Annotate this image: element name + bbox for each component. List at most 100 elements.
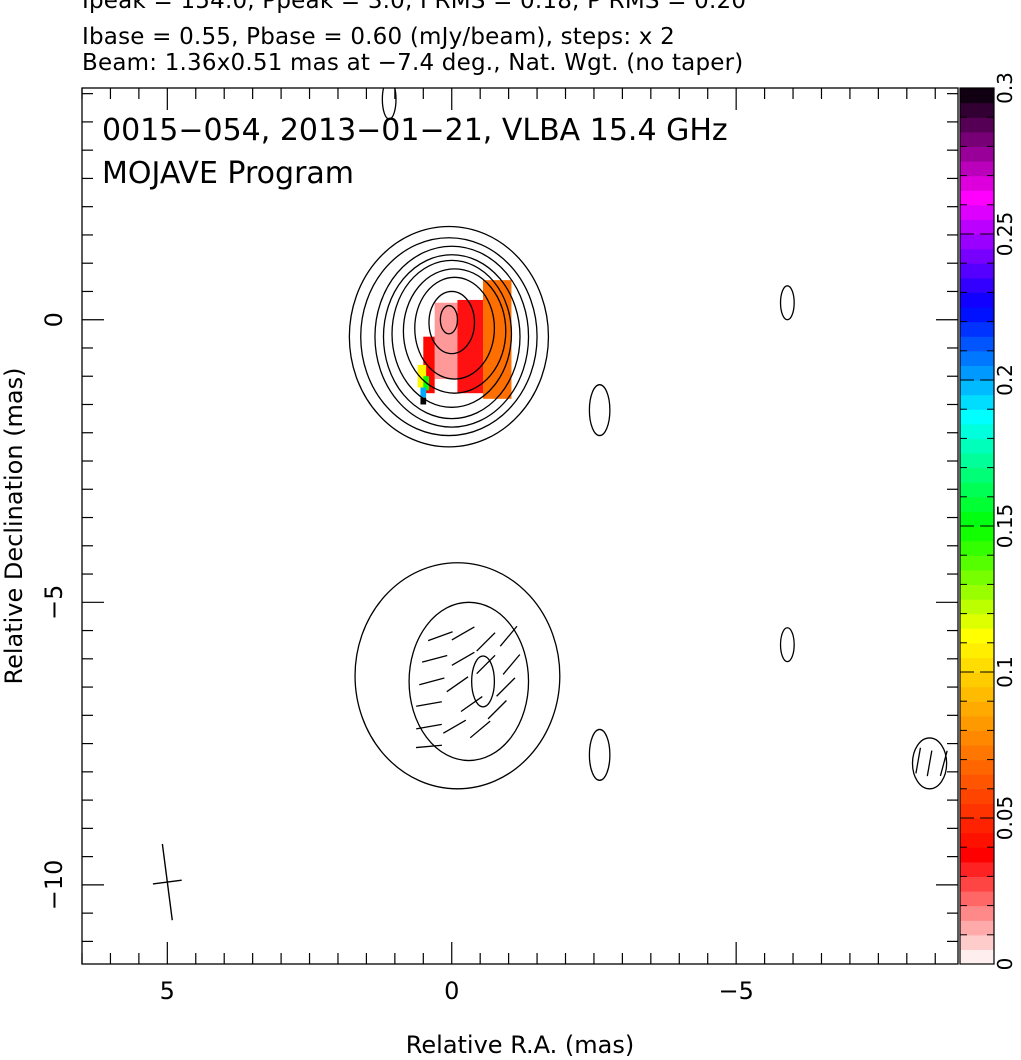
noise-contour: [779, 285, 795, 321]
colorbar-segment: [960, 832, 994, 848]
evpa-vector: [451, 651, 475, 666]
colorbar-segment: [960, 934, 994, 950]
evpa-vector: [476, 654, 496, 675]
colorbar-segment: [960, 131, 994, 147]
colorbar-segment: [960, 380, 994, 396]
noise-contour: [381, 88, 397, 120]
evpa-vector: [939, 750, 948, 777]
noise-contour: [779, 627, 795, 663]
x-tick-label: 5: [160, 977, 175, 1005]
colorbar-tick-label: 0.15: [993, 504, 1017, 549]
colorbar-segment: [960, 730, 994, 746]
colorbar-segment: [960, 584, 994, 600]
colorbar-segment: [960, 672, 994, 688]
colorbar-tick-label: 0: [993, 958, 1017, 971]
colorbar-segment: [960, 453, 994, 469]
evpa-vector: [443, 719, 467, 734]
evpa-vector: [915, 747, 922, 774]
colorbar-segment: [960, 496, 994, 512]
colorbar-tick-label: 0.1: [993, 656, 1017, 688]
colorbar-segment: [960, 234, 994, 250]
evpa-vector: [926, 750, 933, 777]
evpa-vector: [476, 632, 496, 652]
colorbar-segment: [960, 745, 994, 761]
colorbar-segment: [960, 277, 994, 293]
noise-contour: [911, 737, 948, 790]
beam-marker: [152, 843, 182, 921]
colorbar-tick-label: 0.3: [993, 72, 1017, 104]
colorbar-segment: [960, 409, 994, 425]
colorbar-segment: [960, 686, 994, 702]
colorbar-segment: [960, 190, 994, 206]
colorbar-segment: [960, 336, 994, 352]
pol-pixel-block: [457, 299, 484, 394]
evpa-vector: [427, 631, 453, 642]
evpa-vector: [421, 654, 448, 663]
core-contour: [402, 268, 507, 394]
colorbar-segment: [960, 161, 994, 177]
evpa-vector: [416, 723, 442, 730]
colorbar-segment: [960, 117, 994, 133]
jet-contour: [354, 562, 561, 790]
evpa-vector: [446, 676, 469, 693]
colorbar-segment: [960, 526, 994, 542]
colorbar-segment: [960, 803, 994, 819]
colorbar-segment: [960, 88, 994, 104]
core-contour: [428, 290, 476, 355]
beam-minor-axis: [152, 879, 182, 885]
colorbar-segment: [960, 321, 994, 337]
x-tick-label: −5: [718, 977, 753, 1005]
noise-contour: [588, 384, 611, 437]
y-tick-label: −5: [40, 585, 68, 620]
core-contour: [382, 254, 521, 420]
colorbar: 0 0.05 0.1 0.15 0.2 0.25 0.3: [959, 72, 1017, 971]
evpa-vector: [502, 654, 521, 675]
pol-pixel-block: [423, 336, 435, 394]
core-contour: [360, 237, 538, 437]
colorbar-segment: [960, 599, 994, 615]
colorbar-segment: [960, 759, 994, 775]
plot-subtitle: MOJAVE Program: [102, 156, 354, 191]
colorbar-segment: [960, 657, 994, 673]
noise-contour: [588, 728, 611, 781]
colorbar-tick-label: 0.05: [993, 796, 1017, 841]
colorbar-segment: [960, 569, 994, 585]
x-tick-label: 0: [444, 977, 459, 1005]
colorbar-segment: [960, 511, 994, 527]
colorbar-segment: [960, 642, 994, 658]
header-line-1: Ipeak = 154.0, Ppeak = 3.0, I RMS = 0.18…: [82, 0, 747, 14]
colorbar-segment: [960, 905, 994, 921]
core-contour: [439, 304, 459, 335]
plot-title: 0015−054, 2013−01−21, VLBA 15.4 GHz: [102, 113, 728, 148]
pol-pixel-block: [417, 364, 427, 388]
pol-pixel-block: [420, 387, 427, 398]
pol-pixel-block: [434, 302, 458, 380]
colorbar-segment: [960, 613, 994, 629]
colorbar-segment: [960, 204, 994, 220]
evpa-vector: [415, 744, 442, 749]
colorbar-segment: [960, 891, 994, 907]
colorbar-segment: [960, 628, 994, 644]
core-contour: [391, 259, 513, 408]
pol-pixel-block: [420, 397, 427, 405]
colorbar-segment: [960, 482, 994, 498]
colorbar-segment: [960, 701, 994, 717]
colorbar-segment: [960, 438, 994, 454]
core-contour: [414, 276, 496, 380]
colorbar-segment: [960, 715, 994, 731]
evpa-vector: [499, 625, 518, 647]
header-line-2: Ibase = 0.55, Pbase = 0.60 (mJy/beam), s…: [82, 24, 675, 50]
evpa-vector: [496, 677, 516, 697]
evpa-vectors: [415, 625, 948, 777]
colorbar-segment: [960, 394, 994, 410]
y-tick-label: 0: [40, 312, 68, 327]
plot-axes: 5 0 −5 0 −5 −10: [40, 87, 959, 1005]
colorbar-segment: [960, 102, 994, 118]
colorbar-segment: [960, 540, 994, 556]
jet-contour: [408, 601, 530, 762]
colorbar-segment: [960, 423, 994, 439]
colorbar-segment: [960, 949, 994, 965]
evpa-vector: [469, 720, 491, 739]
evpa-vector: [419, 677, 445, 686]
